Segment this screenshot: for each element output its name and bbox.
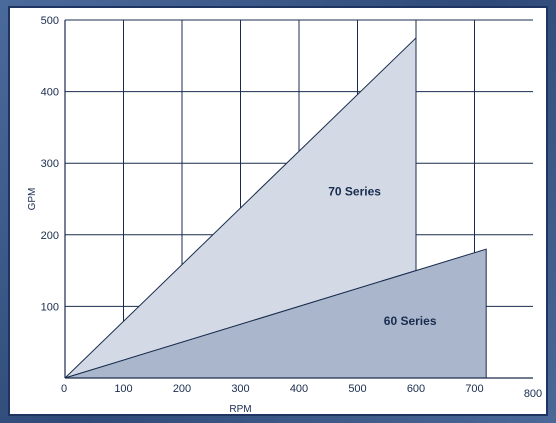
y-tick-label: 200 — [41, 230, 59, 242]
series-label-60: 60 Series — [384, 314, 437, 328]
x-tick-label: 500 — [348, 383, 366, 395]
x-tick-label: 400 — [290, 383, 308, 395]
x-tick-label: 0 — [61, 383, 67, 395]
axes — [64, 20, 533, 379]
x-axis-label: RPM — [229, 404, 251, 415]
series-label-70: 70 Series — [328, 184, 381, 198]
x-tick-label: 100 — [114, 383, 132, 395]
series-areas — [64, 36, 487, 379]
x-tick-label: 600 — [407, 383, 425, 395]
x-tick-label: 800 — [524, 388, 542, 400]
y-axis-label: GPM — [27, 188, 38, 211]
y-tick-label: 400 — [41, 87, 59, 99]
y-tick-label: 500 — [41, 15, 59, 27]
x-tick-label: 300 — [231, 383, 249, 395]
x-tick-label: 200 — [173, 383, 191, 395]
y-tick-label: 100 — [41, 301, 59, 313]
x-tick-label: 700 — [465, 383, 483, 395]
y-tick-label: 300 — [41, 158, 59, 170]
labels: 0 100 200 300 400 500 600 700 800 100 200 300 400 500… — [27, 15, 542, 415]
